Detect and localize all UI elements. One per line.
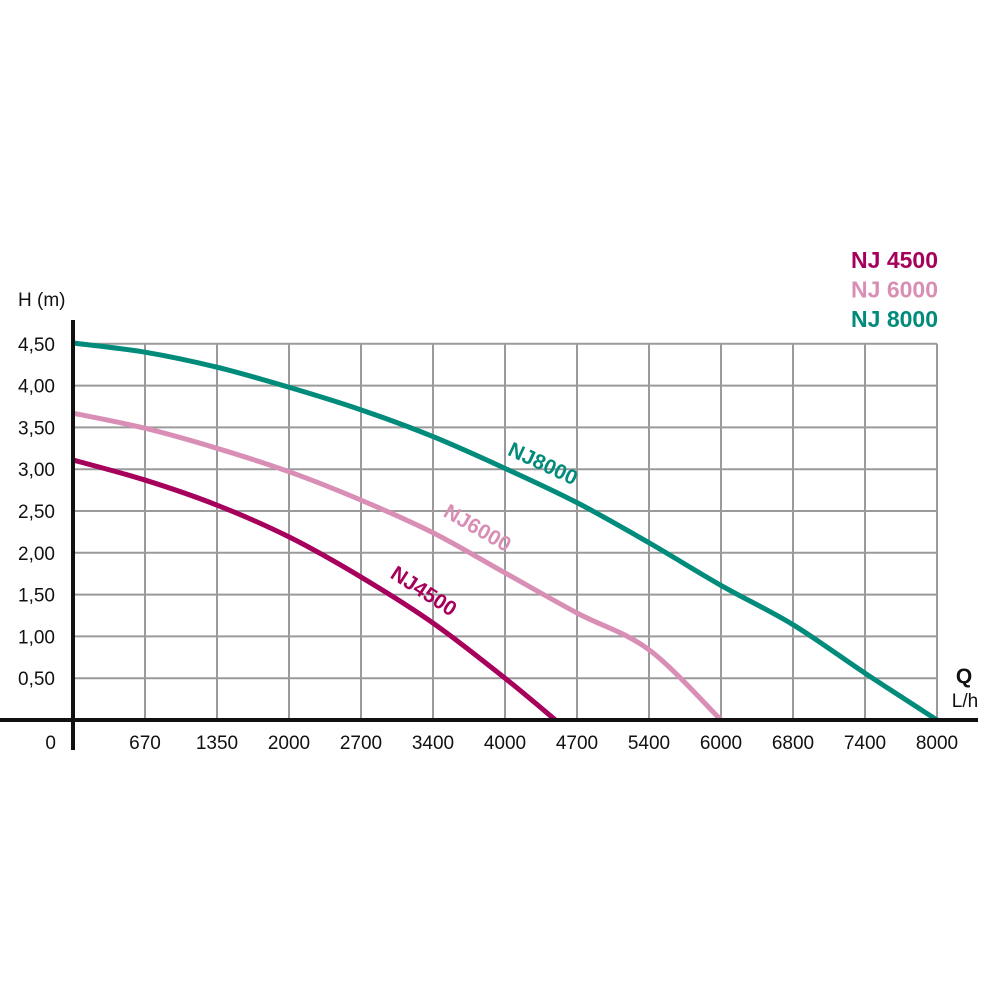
y-tick-label: 1,50 — [18, 586, 55, 607]
y-tick-label: 4,00 — [18, 377, 55, 398]
x-tick-label: 8000 — [916, 733, 958, 754]
y-tick-label: 0,50 — [18, 669, 55, 690]
y-tick-label: 3,00 — [18, 460, 55, 481]
y-tick-label: 4,50 — [18, 335, 55, 356]
y-tick-label: 2,00 — [18, 544, 55, 565]
legend: NJ 4500 NJ 6000 NJ 8000 — [851, 247, 938, 332]
axes: 670 1350 2000 2700 3400 4000 4700 5400 6000 6800 7… — [0, 320, 978, 754]
x-tick-label: 670 — [129, 733, 161, 754]
x-tick-label: 7400 — [844, 733, 886, 754]
curve-label: NJ4500 — [386, 562, 460, 621]
series-line-nj6000 — [72, 410, 723, 722]
x-tick-label: 4700 — [556, 733, 598, 754]
x-tick-label: 5400 — [628, 733, 670, 754]
curve-label: NJ8000 — [505, 438, 581, 490]
labels: H (m) 0 Q L/h — [18, 290, 978, 754]
series-line-nj4500 — [72, 457, 557, 722]
y-tick-label: 2,50 — [18, 502, 55, 523]
y-tick-label: 1,00 — [18, 627, 55, 648]
x-tick-label: 6000 — [700, 733, 742, 754]
legend-entry: NJ 4500 — [851, 247, 938, 273]
x-tick-label: 4000 — [484, 733, 526, 754]
y-axis-label: H (m) — [18, 290, 65, 311]
legend-entry: NJ 6000 — [851, 277, 938, 303]
origin-label: 0 — [45, 733, 56, 754]
series-line-nj8000 — [72, 340, 939, 723]
x-axis-label: Q — [956, 665, 972, 688]
x-tick-label: 3400 — [412, 733, 454, 754]
x-axis-unit: L/h — [952, 691, 978, 712]
curve-label: NJ6000 — [440, 500, 515, 557]
x-tick-label: 6800 — [772, 733, 814, 754]
y-tick-label: 3,50 — [18, 418, 55, 439]
x-tick-label: 2700 — [340, 733, 382, 754]
x-tick-label: 2000 — [268, 733, 310, 754]
legend-entry: NJ 8000 — [851, 306, 938, 332]
x-tick-label: 1350 — [196, 733, 238, 754]
